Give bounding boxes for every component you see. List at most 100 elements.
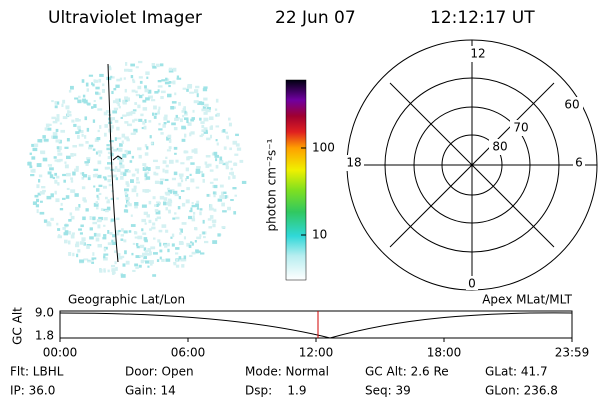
speckle <box>88 146 93 150</box>
speckle <box>137 85 142 90</box>
status-field: GLon: 236.8 <box>485 384 558 398</box>
speckle <box>209 169 214 172</box>
speckle <box>119 77 123 81</box>
speckle <box>194 150 198 154</box>
speckle <box>104 166 109 170</box>
speckle <box>141 228 144 232</box>
speckle <box>179 232 182 235</box>
speckle <box>202 231 206 235</box>
speckle <box>190 118 195 122</box>
speckle <box>146 214 151 218</box>
speckle <box>191 218 196 222</box>
speckle <box>102 176 107 179</box>
speckle <box>191 149 196 153</box>
speckle <box>43 219 48 223</box>
speckle <box>215 125 220 128</box>
speckle <box>148 120 152 123</box>
speckle <box>127 97 130 102</box>
speckle <box>72 171 76 176</box>
speckle <box>190 207 193 212</box>
speckle <box>105 196 108 200</box>
speckle <box>115 177 119 181</box>
speckle <box>116 197 119 200</box>
speckle <box>123 230 128 234</box>
speckle <box>175 247 180 250</box>
speckle <box>103 268 106 272</box>
speckle <box>81 186 86 190</box>
speckle <box>98 154 101 157</box>
speckle <box>86 245 90 249</box>
speckle <box>226 135 229 140</box>
speckle <box>168 198 172 201</box>
speckle <box>168 67 173 71</box>
speckle <box>70 234 75 239</box>
speckle <box>167 242 170 247</box>
speckle <box>132 80 136 84</box>
speckle <box>155 63 160 68</box>
x-tick-label: 06:00 <box>171 346 206 360</box>
speckle <box>75 206 80 211</box>
speckle <box>110 197 114 201</box>
speckle <box>55 128 59 132</box>
speckle <box>47 164 53 167</box>
speckle <box>190 241 193 244</box>
speckle <box>158 229 163 233</box>
speckle <box>138 76 143 79</box>
speckle <box>91 257 97 260</box>
speckle <box>159 178 165 181</box>
speckle <box>158 106 161 110</box>
y-tick-label: 9.0 <box>35 306 54 320</box>
speckle <box>228 122 232 127</box>
speckle <box>174 193 179 197</box>
speckle <box>103 255 106 259</box>
speckle <box>227 206 231 211</box>
speckle <box>54 105 58 109</box>
speckle <box>168 81 172 84</box>
speckle <box>178 196 181 200</box>
speckle <box>150 142 154 145</box>
speckle <box>126 138 130 142</box>
speckle <box>81 237 86 242</box>
speckle <box>107 242 113 246</box>
speckle <box>81 172 85 176</box>
speckle <box>51 116 56 120</box>
speckle <box>175 252 179 255</box>
speckle <box>186 88 189 92</box>
speckle <box>149 228 152 231</box>
speckle <box>103 217 108 221</box>
speckle <box>138 118 143 122</box>
speckle <box>124 204 128 208</box>
speckle <box>153 171 157 176</box>
speckle <box>234 194 237 197</box>
speckle <box>189 210 193 213</box>
speckle <box>172 67 177 72</box>
speckle <box>182 114 185 118</box>
speckle <box>199 170 204 174</box>
speckle <box>209 215 214 219</box>
speckle <box>40 150 43 154</box>
speckle <box>107 156 111 160</box>
speckle <box>183 150 189 154</box>
speckle <box>124 136 129 140</box>
status-field: Door: Open <box>125 365 194 379</box>
speckle <box>131 188 137 193</box>
speckle <box>213 208 217 212</box>
speckle <box>66 155 71 160</box>
speckle <box>42 135 46 139</box>
speckle <box>81 79 85 83</box>
speckle <box>95 151 99 155</box>
speckle <box>78 95 81 99</box>
speckle <box>83 258 89 261</box>
speckle <box>160 90 166 94</box>
speckle <box>233 162 237 165</box>
speckle <box>202 88 208 92</box>
speckle <box>168 209 171 214</box>
speckle <box>136 243 139 247</box>
speckle <box>30 174 35 177</box>
speckle <box>212 223 216 228</box>
speckle <box>135 90 138 94</box>
speckle <box>196 236 202 240</box>
speckle <box>130 224 136 227</box>
speckle <box>93 100 96 103</box>
speckle <box>87 260 92 263</box>
